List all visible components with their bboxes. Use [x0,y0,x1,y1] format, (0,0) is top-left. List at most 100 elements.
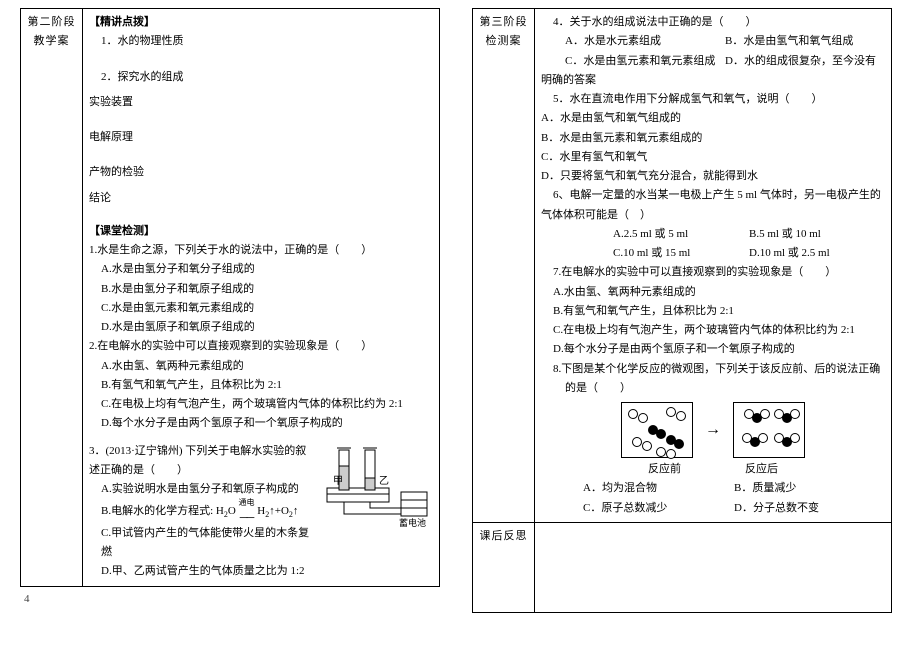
q8-stem: 的是（ ） [565,379,885,398]
particle [642,441,652,451]
apparatus-label-right: 乙 [379,475,389,487]
q5-opt: D．只要将氢气和氧气充分混合，就能得到水 [541,167,885,186]
particle [632,437,642,447]
spacer [89,112,433,128]
arrow-line: ── [240,512,254,524]
page-number: 4 [20,593,440,605]
q8-opt: A．均为混合物 [583,479,734,498]
line: 产物的检验 [89,163,433,182]
q4-tail: 明确的答案 [541,71,885,90]
arrow-right-icon: → [705,416,721,444]
q6-tail: 气体体积可能是（ ） [541,206,885,225]
apparatus-label-battery: 蓄电池 [399,517,426,528]
line: 2．探究水的组成 [101,68,433,87]
q6-opt: A.2.5 ml 或 5 ml [613,225,749,244]
spacer [89,52,433,68]
right-side-label: 第三阶段 检测案 [473,9,535,523]
line: 电解原理 [89,128,433,147]
electrolysis-apparatus-figure: 甲 乙 蓄电池 [321,442,431,528]
right-table: 第三阶段 检测案 4．关于水的组成说法中正确的是（ ） A．水是水元素组成B．水… [472,8,892,613]
q6-opt: D.10 ml 或 2.5 ml [749,244,885,263]
side-label-line: 第三阶段 [479,13,528,32]
q4-opt: A．水是水元素组成 [565,32,725,51]
q3-opt: C.甲试管内产生的气体能使带火星的木条复燃 [101,524,433,563]
left-table: 第二阶段 教学案 【精讲点拨】 1．水的物理性质 2．探究水的组成 实验装置 电… [20,8,440,587]
particle [790,433,800,443]
q5-opt: C．水里有氢气和氧气 [541,148,885,167]
q1-opt: D.水是由氢原子和氧原子组成的 [101,318,433,337]
q8-stem: 8.下图是某个化学反应的微观图，下列关于该反应前、后的说法正确 [553,360,885,379]
q5-opt: A．水是由氢气和氧气组成的 [541,109,885,128]
line: 实验装置 [89,93,433,112]
micro-labels: 反应前 反应后 [541,460,885,479]
q4-stem: 4．关于水的组成说法中正确的是（ ） [553,13,885,32]
right-page: 第三阶段 检测案 4．关于水的组成说法中正确的是（ ） A．水是水元素组成B．水… [472,8,892,642]
spacer [89,434,433,442]
q4-opt: B．水是由氢气和氧气组成 [725,35,853,47]
q1-opt: B.水是由氢分子和氧原子组成的 [101,280,433,299]
q6-opts: A.2.5 ml 或 5 ml B.5 ml 或 10 ml C.10 ml 或… [541,225,885,264]
micro-box-before [621,402,693,458]
particle [674,439,684,449]
apparatus-label-left: 甲 [333,476,343,487]
reaction-micro-diagram: → [541,402,885,458]
particle [638,413,648,423]
arrow-condition: 通电 [239,498,255,507]
q7-opt: C.在电极上均有气泡产生，两个玻璃管内气体的体积比约为 2:1 [553,321,885,340]
q3-opt: D.甲、乙两试管产生的气体质量之比为 1:2 [101,562,433,581]
q8-opts: A．均为混合物 B．质量减少 C．原子总数减少 D．分子总数不变 [541,479,885,518]
q2-opt: B.有氢气和氧气产生，且体积比为 2:1 [101,376,433,395]
right-content-cell: 4．关于水的组成说法中正确的是（ ） A．水是水元素组成B．水是由氢气和氧气组成… [535,9,892,523]
q4-line: C．水是由氢元素和氧元素组成D．水的组成很复杂，至今没有 [565,52,885,71]
side-label-line: 第二阶段 [27,13,76,32]
q3b-text: O [228,505,236,517]
q7-opt: A.水由氢、氧两种元素组成的 [553,283,885,302]
q8-opt: C．原子总数减少 [583,499,734,518]
side-label-line: 检测案 [479,32,528,51]
q7-stem: 7.在电解水的实验中可以直接观察到的实验现象是（ ） [553,263,885,282]
q1-opt: A.水是由氢分子和氧分子组成的 [101,260,433,279]
line: 结论 [89,189,433,208]
particle [790,409,800,419]
q6-opt: B.5 ml 或 10 ml [749,225,885,244]
section-title: 【精讲点拨】 [89,13,433,32]
reflect-content-cell [535,522,892,612]
particle [666,449,676,459]
q4-opt: C．水是由氢元素和氧元素组成 [565,52,725,71]
q1-opt: C.水是由氢元素和氧元素组成的 [101,299,433,318]
micro-label-after: 反应后 [745,460,778,479]
q3b-text: B.电解水的化学方程式: H [101,505,224,517]
particle [656,429,666,439]
line: 1．水的物理性质 [101,32,433,51]
left-content-cell: 【精讲点拨】 1．水的物理性质 2．探究水的组成 实验装置 电解原理 产物的检验… [83,9,440,587]
particle [676,411,686,421]
particle [628,409,638,419]
reflect-label: 课后反思 [479,527,528,546]
q2-stem: 2.在电解水的实验中可以直接观察到的实验现象是（ ） [89,337,433,356]
spacer [89,208,433,222]
spacer [89,147,433,163]
micro-box-after [733,402,805,458]
q7-opt: B.有氢气和氧气产生，且体积比为 2:1 [553,302,885,321]
particle [656,447,666,457]
section-title: 【课堂检测】 [89,222,433,241]
q4-opt: D．水的组成很复杂，至今没有 [725,55,876,67]
q4-line: A．水是水元素组成B．水是由氢气和氧气组成 [565,32,885,51]
side-label-line: 教学案 [27,32,76,51]
q5-opt: B．水是由氢元素和氧元素组成的 [541,129,885,148]
q2-opt: D.每个水分子是由两个氢原子和一个氧原子构成的 [101,414,433,433]
q1-stem: 1.水是生命之源，下列关于水的说法中，正确的是（ ） [89,241,433,260]
q6-stem: 6、电解一定量的水当某一电极上产生 5 ml 气体时，另一电极产生的 [553,186,885,205]
q7-opt: D.每个水分子是由两个氢原子和一个氧原子构成的 [553,340,885,359]
q5-stem: 5．水在直流电作用下分解成氢气和氧气，说明（ ） [553,90,885,109]
left-side-label: 第二阶段 教学案 [21,9,83,587]
q3b-text: ↑ [293,505,299,517]
micro-label-before: 反应前 [648,460,681,479]
q8-opt: B．质量减少 [734,479,885,498]
particle [666,407,676,417]
q2-opt: A.水由氢、氧两种元素组成的 [101,357,433,376]
particle [760,409,770,419]
reaction-arrow: 通电 ── [239,499,255,524]
particle [758,433,768,443]
q3b-text: ↑+O [269,505,289,517]
